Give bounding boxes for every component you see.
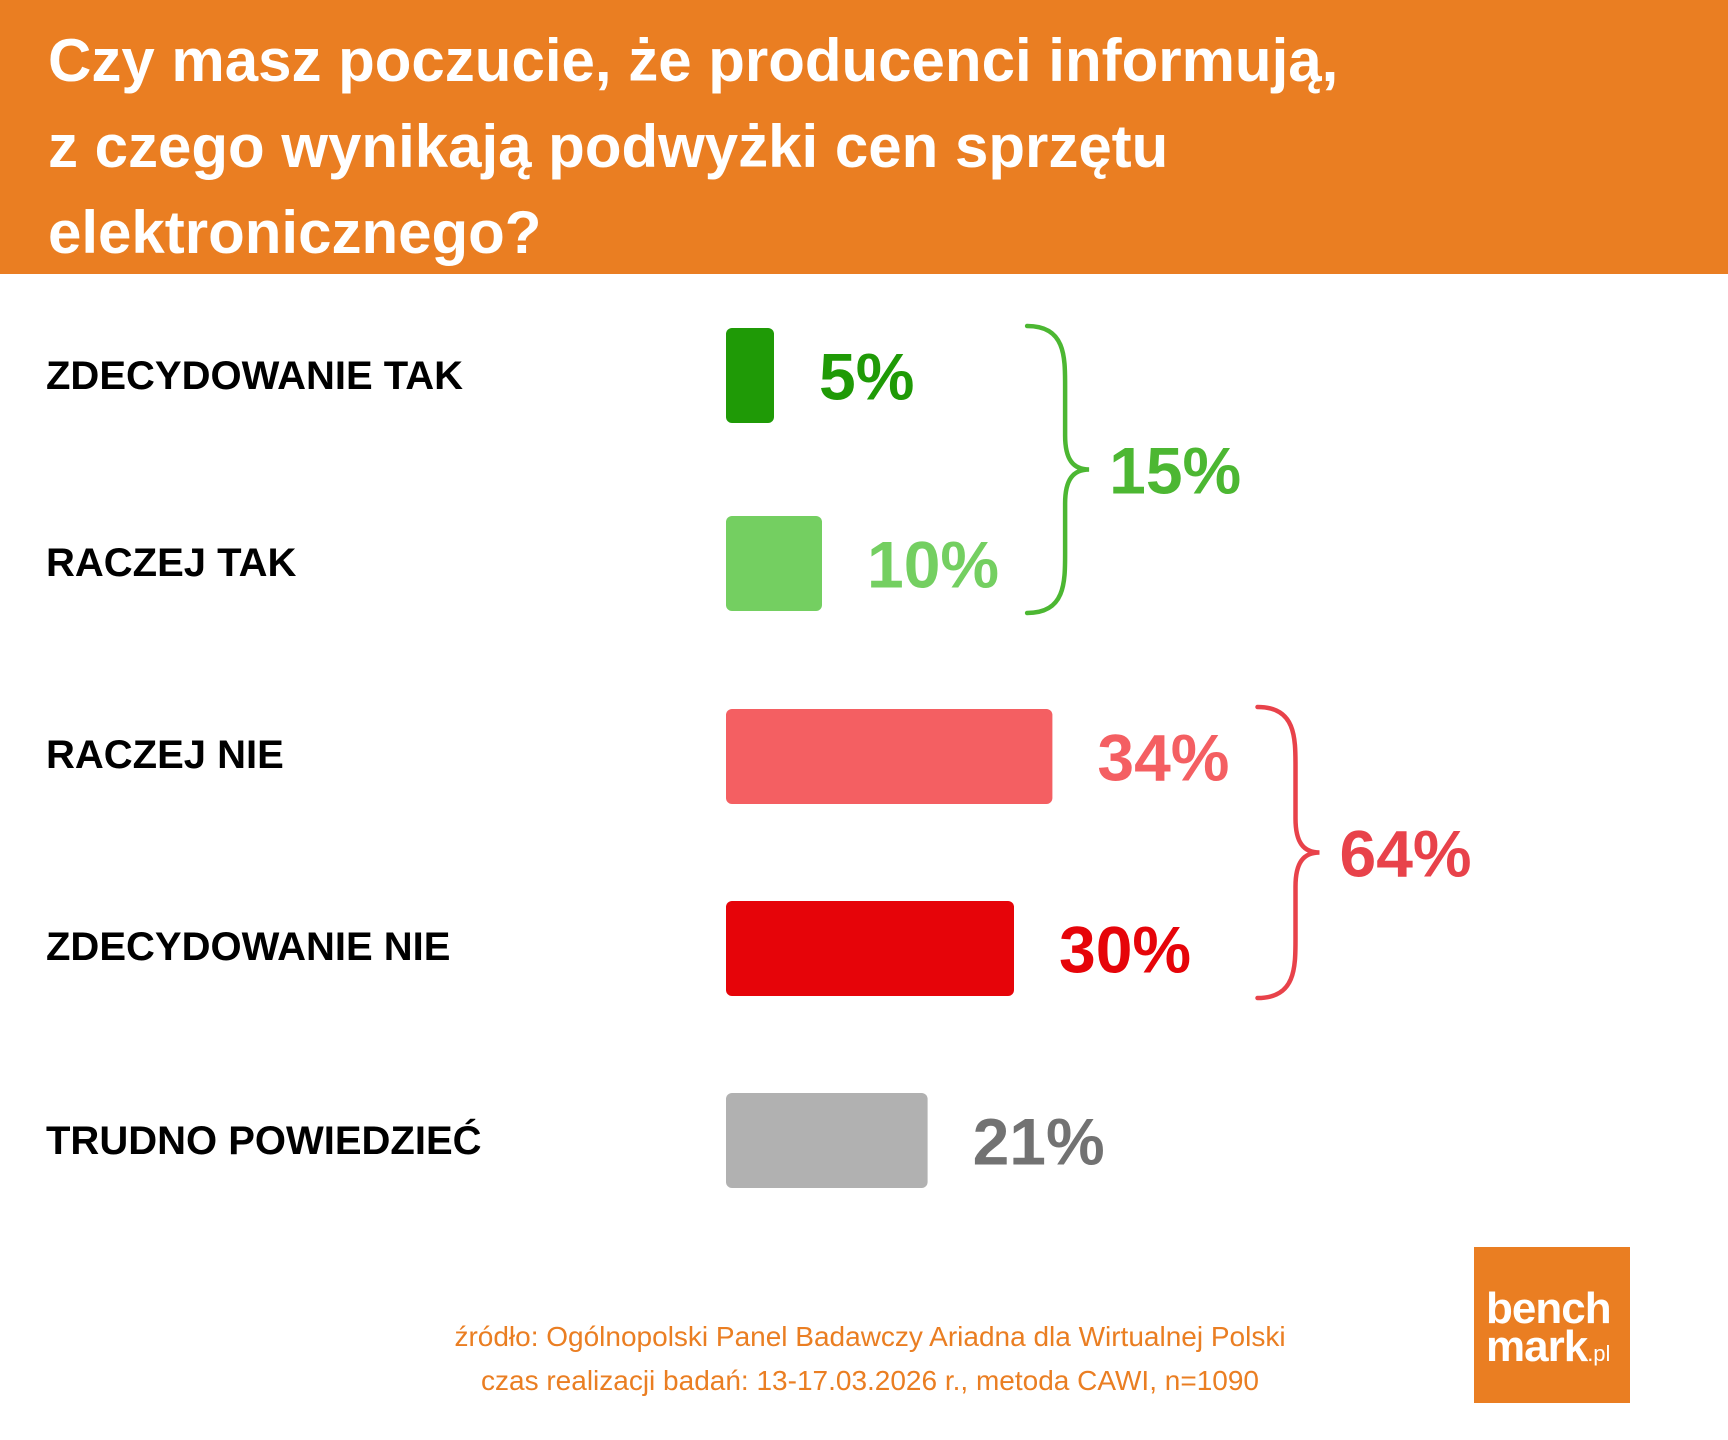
group-total-label-2: 64% xyxy=(1340,817,1472,891)
value-label-zdecydowanie-nie: 30% xyxy=(1059,913,1191,987)
value-label-trudno-powiedziec: 21% xyxy=(973,1105,1105,1179)
chart-title-line-1: Czy masz poczucie, że producenci informu… xyxy=(48,27,1339,94)
category-label-trudno-powiedziec: TRUDNO POWIEDZIEĆ xyxy=(46,1119,482,1163)
bar-trudno-powiedziec xyxy=(726,1093,928,1188)
benchmark-logo: bench mark.pl xyxy=(1474,1247,1630,1403)
chart-title-line-2: z czego wynikają podwyżki cen sprzętu xyxy=(48,113,1169,180)
category-label-zdecydowanie-nie: ZDECYDOWANIE NIE xyxy=(46,925,451,969)
category-label-zdecydowanie-tak: ZDECYDOWANIE TAK xyxy=(46,354,464,398)
source-note: źródło: Ogólnopolski Panel Badawczy Aria… xyxy=(454,1321,1286,1352)
chart-title: Czy masz poczucie, że producenci informu… xyxy=(48,18,1608,276)
bar-zdecydowanie-tak xyxy=(726,328,774,423)
group-brace-2 xyxy=(1255,704,1320,1001)
bar-zdecydowanie-nie xyxy=(726,901,1014,996)
bar-raczej-tak xyxy=(726,516,822,611)
title-banner: Czy masz poczucie, że producenci informu… xyxy=(0,0,1728,274)
value-label-raczej-tak: 10% xyxy=(867,528,999,602)
method-note: czas realizacji badań: 13-17.03.2026 r.,… xyxy=(481,1365,1259,1396)
logo-word-mark: mark xyxy=(1486,1322,1588,1371)
logo-line-2: mark.pl xyxy=(1486,1325,1611,1374)
value-label-raczej-nie: 34% xyxy=(1097,721,1229,795)
group-total-label-1: 15% xyxy=(1109,434,1241,508)
bar-raczej-nie xyxy=(726,709,1053,804)
category-label-raczej-tak: RACZEJ TAK xyxy=(46,541,297,585)
chart-title-line-3: elektronicznego? xyxy=(48,199,542,266)
logo-suffix: .pl xyxy=(1587,1341,1611,1366)
group-brace-1 xyxy=(1024,323,1090,616)
logo-line-1: bench xyxy=(1486,1284,1612,1333)
value-label-zdecydowanie-tak: 5% xyxy=(819,340,914,414)
category-label-raczej-nie: RACZEJ NIE xyxy=(46,733,284,777)
